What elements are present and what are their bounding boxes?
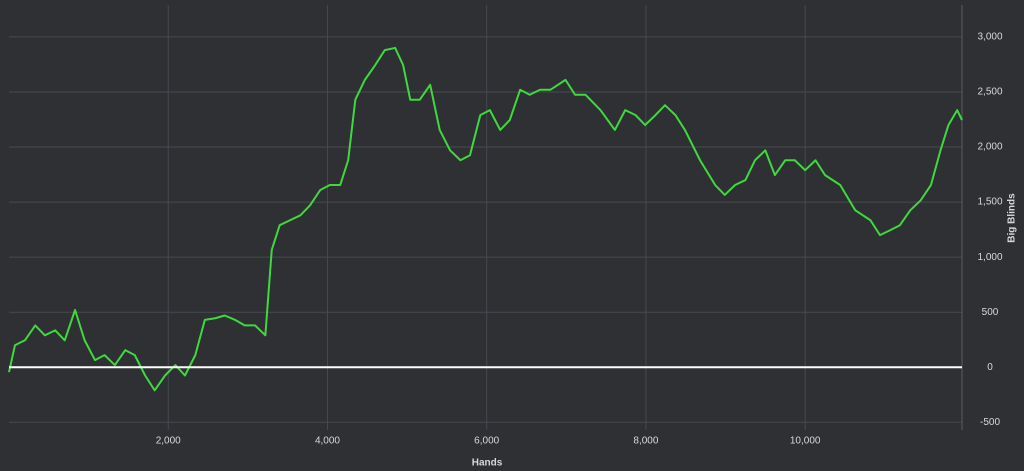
- x-tick-label: 6,000: [474, 436, 499, 447]
- y-tick-label: 1,500: [977, 197, 1002, 208]
- x-tick-label: 8,000: [633, 436, 658, 447]
- data-line: [8, 46, 963, 392]
- x-tick-label: 2,000: [156, 436, 181, 447]
- y-tick-label: 2,000: [977, 142, 1002, 153]
- y-tick-label: 0: [987, 362, 993, 373]
- y-tick-label: 500: [982, 307, 999, 318]
- x-axis-label: Hands: [472, 458, 503, 469]
- y-tick-label: 2,500: [977, 87, 1002, 98]
- x-tick-label: 10,000: [790, 436, 821, 447]
- y-axis-label: Big Blinds: [1007, 193, 1018, 243]
- y-tick-label: 1,000: [977, 252, 1002, 263]
- y-tick-label: 3,000: [977, 32, 1002, 43]
- x-tick-label: 4,000: [315, 436, 340, 447]
- y-tick-label: -500: [980, 417, 1000, 428]
